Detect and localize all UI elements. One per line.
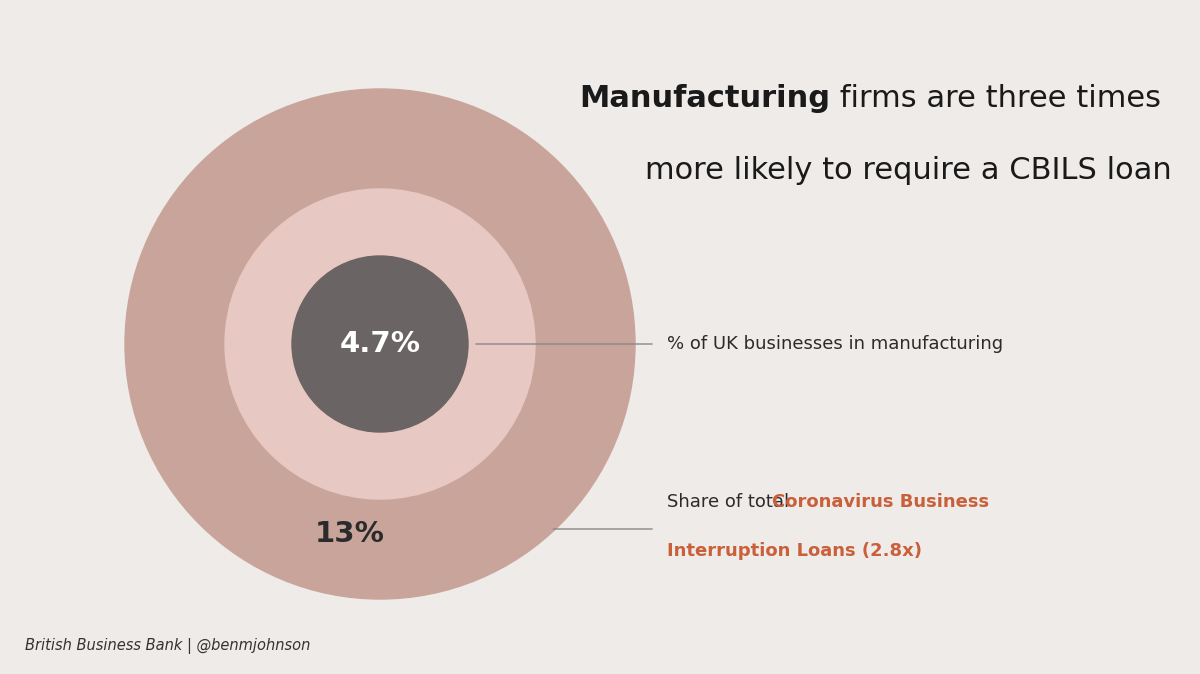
Text: firms are three times: firms are three times <box>830 84 1162 113</box>
Circle shape <box>292 256 468 432</box>
Text: British Business Bank | @benmjohnson: British Business Bank | @benmjohnson <box>25 638 311 654</box>
Text: % of UK businesses in manufacturing: % of UK businesses in manufacturing <box>667 335 1003 353</box>
Text: more likely to require a CBILS loan: more likely to require a CBILS loan <box>646 156 1171 185</box>
Text: Share of total: Share of total <box>667 493 794 511</box>
Text: 4.7%: 4.7% <box>340 330 420 358</box>
Circle shape <box>226 189 535 499</box>
Text: Manufacturing: Manufacturing <box>580 84 830 113</box>
Text: Interruption Loans (2.8x): Interruption Loans (2.8x) <box>667 542 922 560</box>
Circle shape <box>125 89 635 599</box>
Text: 13%: 13% <box>316 520 385 548</box>
Text: Coronavirus Business: Coronavirus Business <box>772 493 989 511</box>
